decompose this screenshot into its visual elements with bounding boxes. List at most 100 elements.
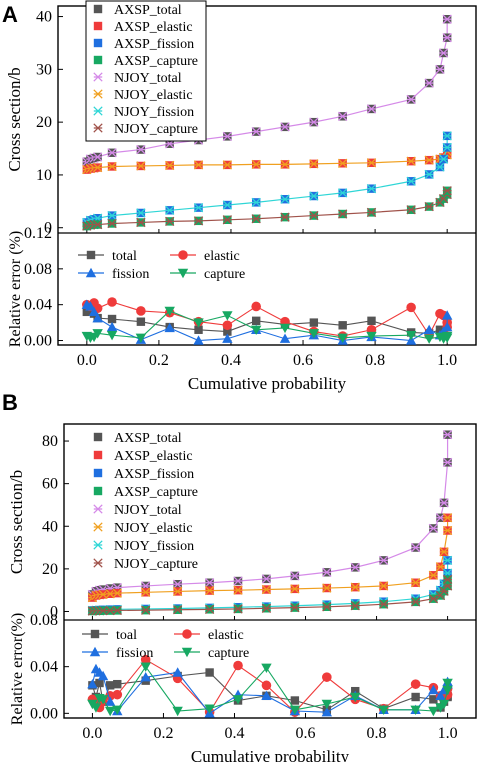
error-point-total [107, 314, 117, 324]
legend-marker-AXSP_total [93, 4, 103, 14]
njoy-point-fission [442, 555, 453, 566]
njoy-point-total [428, 523, 439, 534]
x-tick-label: 0.4 [221, 352, 241, 369]
error-point-fission [441, 321, 453, 332]
legend-label-AXSP_total: AXSP_total [114, 3, 182, 18]
legend-marker-AXSP_fission [93, 38, 103, 48]
njoy-point-capture [141, 605, 151, 615]
error-point-capture [140, 662, 151, 672]
error-point-total [429, 695, 438, 704]
legend-box [85, 0, 207, 142]
njoy-point-elastic [112, 588, 122, 598]
njoy-point-elastic [338, 158, 348, 168]
njoy-point-elastic [322, 583, 332, 593]
njoy-point-elastic [233, 585, 243, 595]
error-point-elastic [406, 302, 416, 313]
njoy-point-elastic [193, 160, 204, 170]
legend-label-fission: fission [116, 646, 153, 661]
njoy-point-capture [92, 219, 103, 230]
legend-marker-toal [90, 629, 100, 639]
njoy-point-capture [204, 604, 215, 615]
error-point-capture [104, 706, 116, 717]
legend-marker-NJOY_capture [93, 558, 103, 568]
error-point-fission [279, 333, 291, 343]
legend-label-AXSP_elastic: AXSP_elastic [114, 20, 193, 35]
njoy-point-elastic [141, 587, 151, 597]
njoy-point-elastic [350, 582, 360, 592]
njoy-point-elastic [172, 586, 183, 597]
njoy-point-elastic [442, 513, 453, 523]
njoy-point-fission [338, 188, 348, 198]
njoy-point-fission [406, 176, 416, 186]
error-point-fission [106, 321, 118, 332]
njoy-point-capture [233, 604, 243, 614]
error-point-capture [90, 703, 102, 713]
njoy-point-capture [98, 605, 108, 616]
njoy-point-total [92, 152, 103, 162]
legend-label-toal: toal [116, 628, 137, 643]
error-point-capture [106, 330, 118, 341]
njoy-point-capture [172, 605, 183, 615]
error-point-fission [261, 690, 272, 701]
legend-label-elastic: elastic [204, 249, 240, 264]
njoy-point-elastic [280, 159, 290, 170]
njoy-point-elastic [251, 159, 261, 170]
error-point-total [205, 668, 214, 677]
error-point-capture [279, 323, 291, 334]
x-tick-label: 0.2 [153, 725, 173, 742]
njoy-point-capture [251, 214, 261, 224]
legend-marker-elastic [178, 250, 188, 260]
error-point-capture [350, 692, 361, 703]
error-point-capture [308, 329, 320, 339]
error-point-fission [140, 671, 151, 682]
y-tick-label-bottom: 0.00 [24, 333, 52, 350]
y-tick-label-bottom: 0.12 [24, 225, 52, 242]
njoy-point-elastic [309, 159, 319, 169]
legend-marker-fission [85, 267, 97, 278]
njoy-point-total [439, 498, 449, 508]
error-point-total [113, 679, 122, 689]
njoy-point-capture [350, 601, 360, 611]
njoy-point-total [136, 144, 146, 155]
njoy-point-capture [193, 216, 204, 226]
error-point-elastic [251, 301, 261, 312]
error-point-capture [232, 695, 244, 705]
error-point-fission [164, 322, 175, 333]
njoy-point-elastic [424, 155, 434, 165]
error-point-capture [441, 331, 453, 342]
njoy-point-total [107, 148, 117, 158]
legend-label-fission: fission [112, 267, 149, 282]
legend-label-NJOY_fission: NJOY_fission [114, 105, 194, 120]
y-tick-label-bottom: 0.04 [30, 659, 58, 676]
njoy-point-elastic [107, 161, 117, 172]
error-point-fission [428, 684, 439, 695]
error-point-elastic [136, 306, 146, 316]
panel-a: 0 10 20 30 40 0.00 0.04 0.08 0.12 0.0 0.2 0.4 0.6 0.8… [5, 0, 477, 393]
error-point-elastic [410, 679, 421, 689]
njoy-point-total [410, 542, 421, 553]
error-point-capture [366, 331, 377, 342]
legend-label-NJOY_capture: NJOY_capture [114, 557, 198, 572]
legend-label-AXSP_fission: AXSP_fission [114, 37, 194, 52]
error-point-capture [250, 325, 262, 335]
error-point-total [194, 325, 203, 334]
legend-marker-AXSP_elastic [93, 450, 103, 460]
y-tick-label-top: 40 [42, 518, 58, 535]
njoy-point-total [442, 429, 453, 440]
njoy-point-total [322, 567, 332, 577]
y-tick-label-top: 20 [42, 561, 58, 578]
njoy-point-capture [366, 207, 377, 218]
legend-label-NJOY_capture: NJOY_capture [114, 122, 198, 137]
njoy-point-total [309, 117, 319, 127]
njoy-point-total [338, 111, 348, 121]
error-point-capture [405, 330, 417, 341]
njoy-point-total [233, 576, 243, 586]
legend-label-AXSP_capture: AXSP_capture [114, 54, 198, 69]
njoy-point-elastic [410, 578, 421, 588]
njoy-point-total [261, 574, 272, 584]
njoy-point-elastic [428, 570, 439, 580]
y-tick-label-top: 60 [42, 476, 58, 493]
error-point-fission [441, 310, 453, 320]
njoy-point-capture [428, 594, 439, 604]
